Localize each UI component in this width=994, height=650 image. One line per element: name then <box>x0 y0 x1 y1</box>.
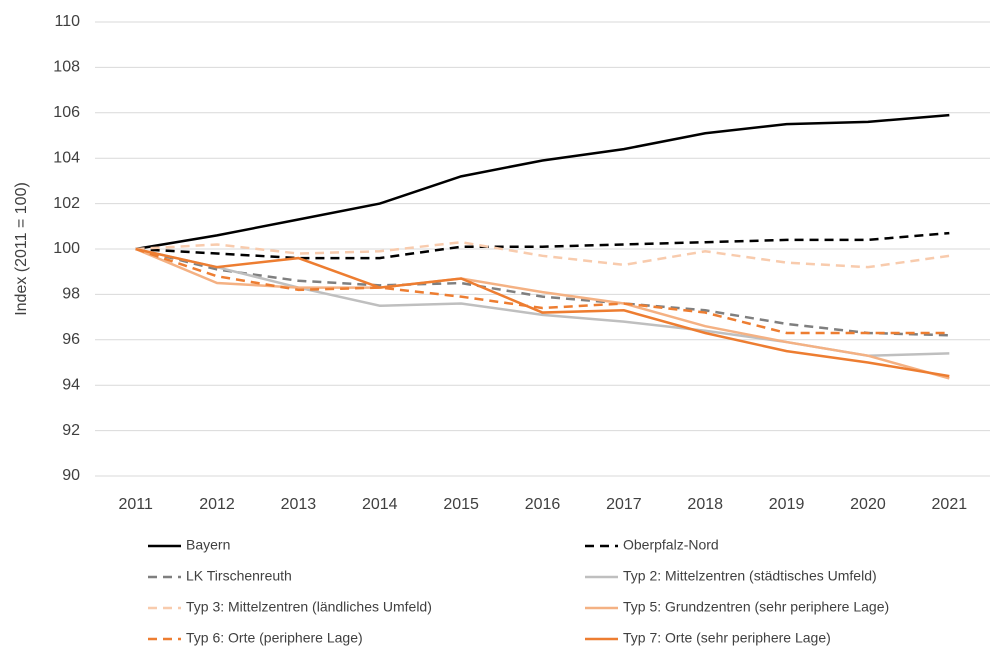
legend-label: Typ 6: Orte (periphere Lage) <box>186 630 363 646</box>
x-tick-label: 2015 <box>443 496 479 513</box>
legend-label: Typ 7: Orte (sehr periphere Lage) <box>623 630 831 646</box>
x-tick-label: 2017 <box>606 496 642 513</box>
legend-label: Typ 3: Mittelzentren (ländliches Umfeld) <box>186 599 432 615</box>
y-tick-label: 110 <box>54 13 80 30</box>
y-tick-label: 100 <box>53 240 80 257</box>
series-line <box>135 113 950 251</box>
y-tick-label: 108 <box>53 59 80 76</box>
x-tick-label: 2012 <box>199 496 235 513</box>
legend-label: Typ 2: Mittelzentren (städtisches Umfeld… <box>623 568 877 584</box>
x-tick-label: 2021 <box>932 496 968 513</box>
series-line <box>135 231 950 260</box>
legend-label: Typ 5: Grundzentren (sehr periphere Lage… <box>623 599 889 615</box>
x-tick-label: 2020 <box>850 496 886 513</box>
y-tick-label: 104 <box>53 149 80 166</box>
x-tick-label: 2019 <box>769 496 805 513</box>
x-tick-label: 2018 <box>687 496 723 513</box>
y-tick-label: 98 <box>62 286 80 303</box>
x-tick-label: 2013 <box>281 496 317 513</box>
series-line <box>135 240 950 269</box>
series-line <box>135 247 950 337</box>
y-tick-label: 96 <box>62 331 80 348</box>
x-tick-label: 2016 <box>525 496 561 513</box>
y-tick-label: 106 <box>53 104 80 121</box>
legend-label: Bayern <box>186 537 230 553</box>
y-tick-label: 94 <box>62 376 80 393</box>
legend-label: LK Tirschenreuth <box>186 568 292 584</box>
y-tick-label: 90 <box>62 467 80 484</box>
legend-label: Oberpfalz-Nord <box>623 537 719 553</box>
y-tick-label: 92 <box>62 422 80 439</box>
x-tick-label: 2011 <box>118 496 153 513</box>
x-tick-label: 2014 <box>362 496 398 513</box>
series-line <box>135 247 950 335</box>
y-axis-title: Index (2011 = 100) <box>13 182 30 316</box>
series-line <box>135 247 950 378</box>
y-tick-label: 102 <box>53 195 80 212</box>
